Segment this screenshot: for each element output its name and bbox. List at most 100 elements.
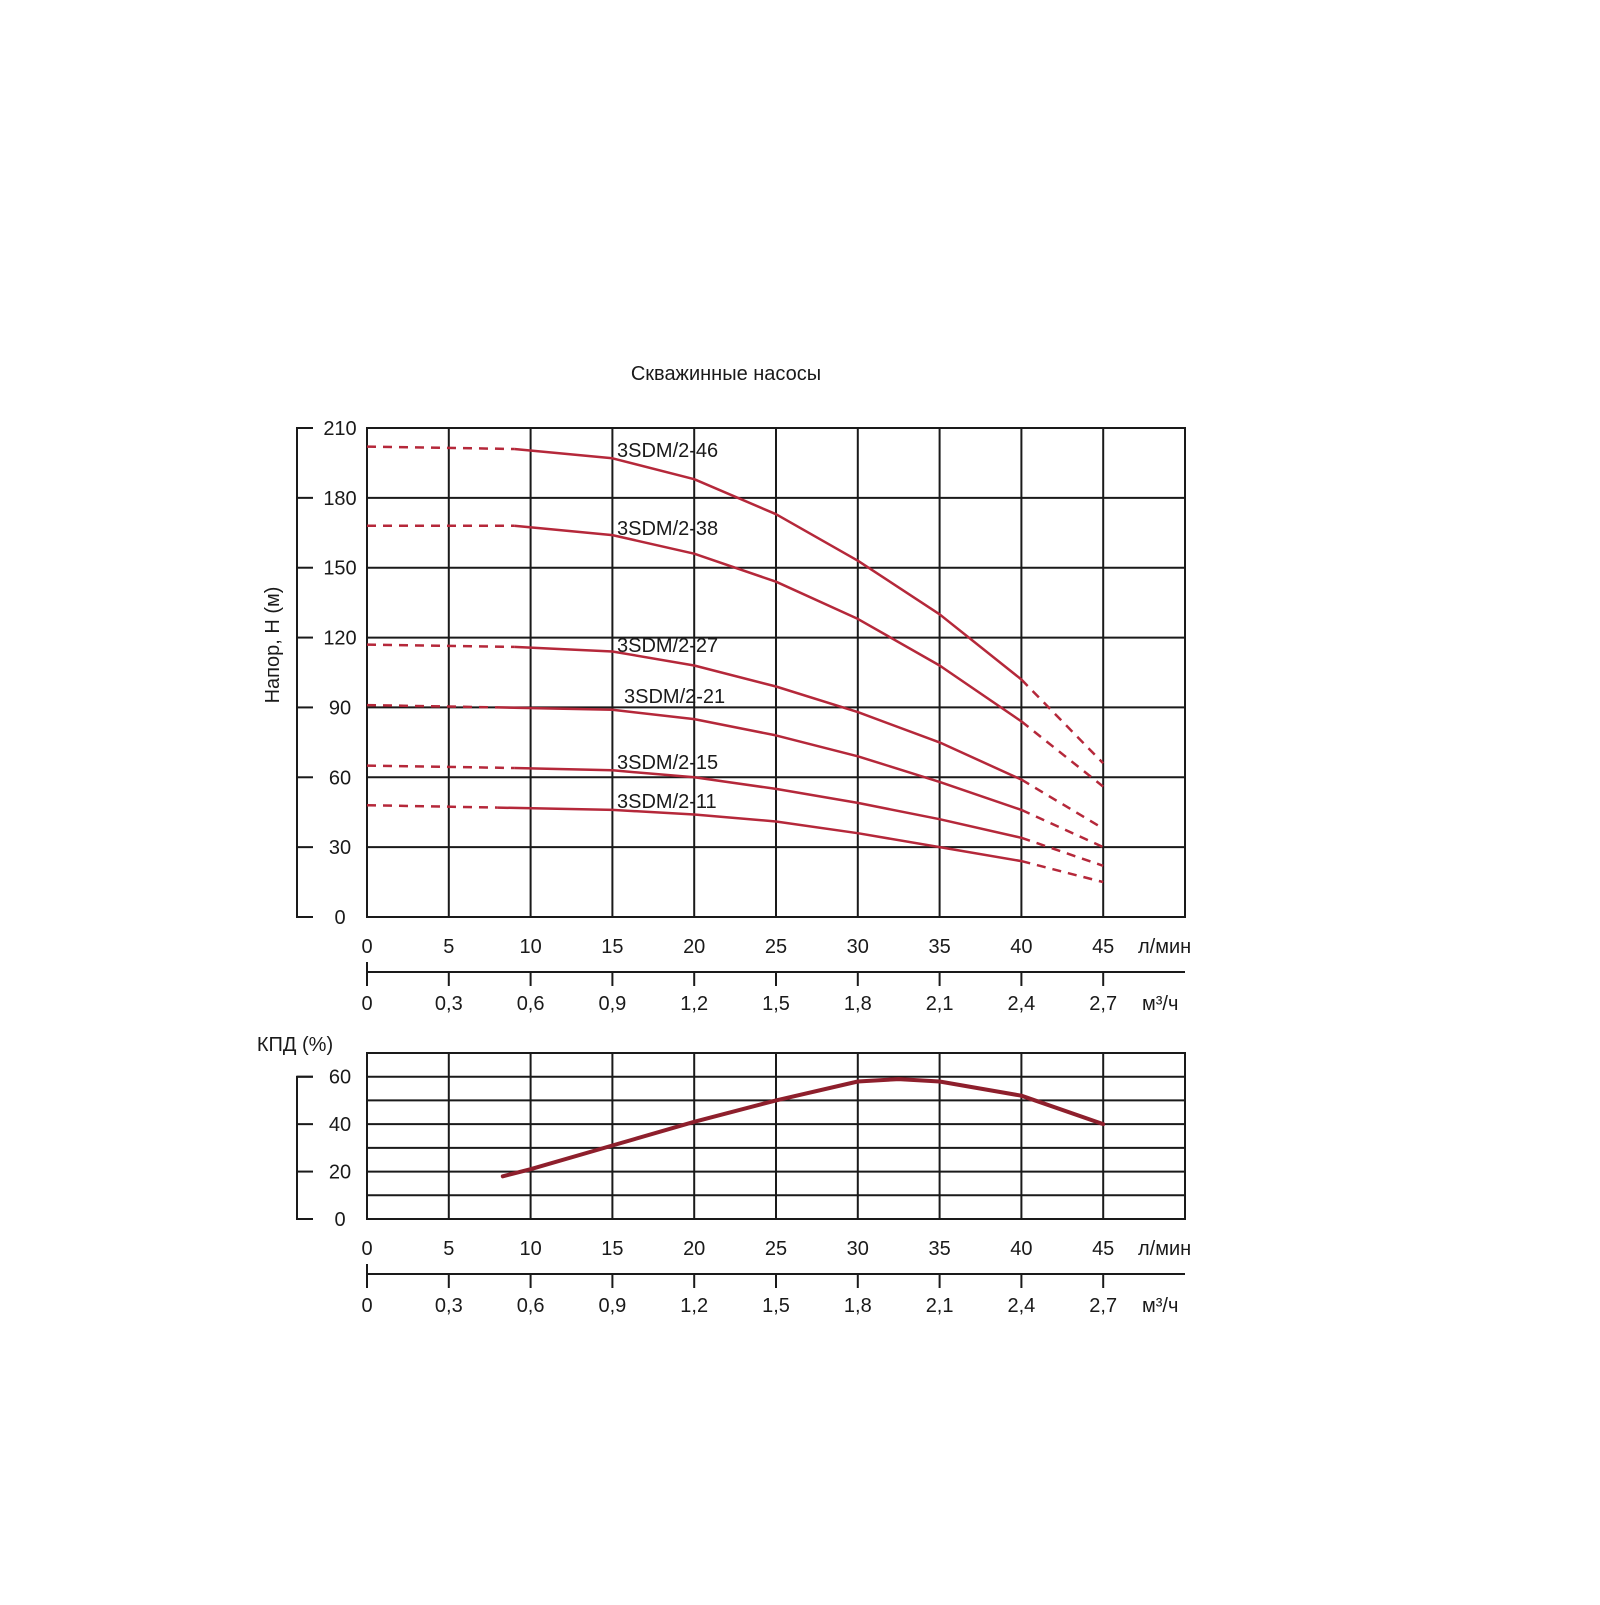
x-tick-label-lpm: 30 [847, 936, 869, 958]
head-y-tick-label: 180 [323, 488, 356, 510]
x-tick-label-m3h: 0 [361, 1295, 372, 1317]
x-tick-label-m3h: 0,9 [598, 993, 626, 1015]
x-tick-label-m3h: 2,7 [1089, 1295, 1117, 1317]
head-series-label: 3SDM/2-15 [617, 752, 718, 774]
x-tick-label-m3h: 2,4 [1007, 1295, 1035, 1317]
head-y-tick-label: 90 [329, 697, 351, 719]
x-tick-label-lpm: 0 [361, 936, 372, 958]
head-series-start-dashed [366, 643, 515, 649]
head-series-curve [514, 645, 1022, 781]
x-unit-m3h: м³/ч [1142, 1295, 1178, 1317]
x-tick-label-m3h: 2,1 [926, 1295, 954, 1317]
x-tick-label-lpm: 0 [361, 1238, 372, 1260]
head-series-curve [497, 706, 1022, 812]
efficiency-x-axis: 0 5 10 15 20 25 30 35 40 45 л/мин 0 0,3 0,6 0,9 1,2 1,5 1… [361, 1238, 1191, 1317]
x-tick-label-m3h: 0,9 [598, 1295, 626, 1317]
head-y-tick-label: 150 [323, 558, 356, 580]
x-tick-label-m3h: 1,5 [762, 1295, 790, 1317]
x-tick-label-lpm: 15 [601, 1238, 623, 1260]
efficiency-y-tick-label: 60 [329, 1067, 351, 1089]
x-tick-label-m3h: 0,3 [435, 993, 463, 1015]
head-y-tick-label: 0 [334, 907, 345, 929]
x-tick-label-lpm: 20 [683, 1238, 705, 1260]
x-tick-label-lpm: 40 [1010, 936, 1032, 958]
head-series-end-dashed [1020, 678, 1105, 765]
x-unit-lpm: л/мин [1138, 936, 1191, 958]
x-tick-label-lpm: 5 [443, 936, 454, 958]
efficiency-y-ticks: 0 20 40 60 [296, 1067, 351, 1231]
x-unit-lpm: л/мин [1138, 1238, 1191, 1260]
x-tick-label-lpm: 10 [519, 936, 541, 958]
head-series: 3SDM/2-46 3SDM/2-38 3SDM/2-27 3SDM/2-21 3SDM… [366, 440, 1105, 884]
x-tick-label-m3h: 0 [361, 993, 372, 1015]
chart-title: Скважинные насосы [631, 363, 821, 385]
x-tick-label-lpm: 25 [765, 1238, 787, 1260]
x-tick-label-m3h: 2,4 [1007, 993, 1035, 1015]
x-tick-label-m3h: 0,6 [517, 1295, 545, 1317]
x-tick-label-lpm: 40 [1010, 1238, 1032, 1260]
head-series-start-dashed [366, 803, 498, 809]
head-series-start-dashed [366, 445, 515, 451]
efficiency-y-bracket [296, 1075, 313, 1220]
head-series-group: 3SDM/2-15 [366, 752, 1104, 867]
head-y-tick-label: 210 [323, 418, 356, 440]
x-tick-label-lpm: 35 [928, 936, 950, 958]
head-x-axis: 0 5 10 15 20 25 30 35 40 45 л/мин 0 0,3 0,6 0,9 1,2 1,5 1… [361, 936, 1191, 1015]
x-tick-label-lpm: 45 [1092, 936, 1114, 958]
head-y-bracket [296, 427, 313, 918]
head-series-group: 3SDM/2-11 [366, 791, 1104, 884]
x-unit-m3h: м³/ч [1142, 993, 1178, 1015]
head-series-label: 3SDM/2-27 [617, 635, 718, 657]
head-series-group: 3SDM/2-21 [366, 686, 1104, 849]
efficiency-y-tick-label: 20 [329, 1162, 351, 1184]
head-series-curve [514, 524, 1023, 723]
head-y-tick-label: 60 [329, 767, 351, 789]
efficiency-series [500, 1077, 1106, 1179]
head-series-end-dashed [1020, 808, 1104, 849]
head-series-curve [514, 447, 1023, 681]
head-series-end-dashed [1021, 859, 1104, 884]
head-series-label: 3SDM/2-46 [617, 440, 718, 462]
x-tick-label-lpm: 45 [1092, 1238, 1114, 1260]
x-tick-label-m3h: 2,7 [1089, 993, 1117, 1015]
head-series-end-dashed [1020, 720, 1104, 788]
head-series-curve [514, 766, 1022, 840]
head-series-label: 3SDM/2-21 [624, 686, 725, 708]
head-y-ticks: 0 30 60 90 120 150 180 210 [296, 418, 357, 929]
efficiency-y-tick-label: 40 [329, 1114, 351, 1136]
x-tick-label-m3h: 0,6 [517, 993, 545, 1015]
head-series-group: 3SDM/2-38 [367, 518, 1104, 788]
x-tick-label-lpm: 10 [519, 1238, 541, 1260]
efficiency-y-axis-label: КПД (%) [257, 1034, 333, 1056]
x-tick-label-m3h: 1,2 [680, 993, 708, 1015]
x-tick-label-lpm: 15 [601, 936, 623, 958]
head-y-tick-label: 120 [323, 628, 356, 650]
head-series-curve [497, 806, 1022, 863]
efficiency-y-tick-label: 0 [334, 1209, 345, 1231]
head-series-start-dashed [366, 703, 498, 709]
efficiency-grid [366, 1052, 1186, 1220]
x-tick-label-m3h: 1,2 [680, 1295, 708, 1317]
x-tick-label-lpm: 35 [928, 1238, 950, 1260]
head-y-tick-label: 30 [329, 837, 351, 859]
head-series-end-dashed [1020, 778, 1104, 830]
efficiency-curve [500, 1077, 1106, 1179]
x-tick-label-lpm: 5 [443, 1238, 454, 1260]
head-y-axis-label: Напор, H (м) [262, 587, 284, 704]
x-tick-label-m3h: 0,3 [435, 1295, 463, 1317]
efficiency-chart: 0 20 40 60 0 5 10 15 20 25 30 35 40 45 л/мин 0 0,3 0,6 0,… [257, 1034, 1191, 1317]
x-tick-label-m3h: 2,1 [926, 993, 954, 1015]
head-series-group: 3SDM/2-27 [366, 635, 1104, 830]
head-series-label: 3SDM/2-11 [617, 791, 717, 813]
x-tick-label-m3h: 1,5 [762, 993, 790, 1015]
head-series-start-dashed [366, 764, 515, 770]
head-series-group: 3SDM/2-46 [366, 440, 1105, 765]
x-tick-label-lpm: 20 [683, 936, 705, 958]
x-tick-label-lpm: 25 [765, 936, 787, 958]
head-grid [366, 427, 1186, 918]
x-tick-label-m3h: 1,8 [844, 1295, 872, 1317]
x-tick-label-m3h: 1,8 [844, 993, 872, 1015]
